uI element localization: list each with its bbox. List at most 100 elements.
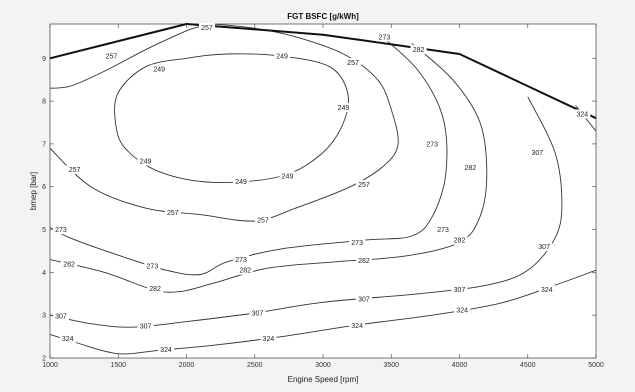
contour-label-bg [137, 156, 154, 166]
contour-label-bg [536, 242, 553, 252]
contour-label: 273 [55, 227, 67, 234]
contour-label-bg [355, 294, 372, 304]
contour-label-bg [349, 320, 366, 330]
contour-label-bg [249, 308, 266, 318]
contour-label-bg [147, 284, 164, 294]
x-tick-label: 3500 [383, 362, 399, 369]
contour-label: 249 [282, 174, 294, 181]
contour-label-bg [254, 215, 271, 225]
plot-area [49, 23, 597, 359]
contour-label-bg [233, 255, 250, 265]
contour-label-bg [151, 64, 168, 74]
contour-label: 249 [276, 54, 288, 61]
contour-label-bg [279, 171, 296, 181]
contour-label: 324 [351, 323, 363, 330]
x-tick-label: 3000 [315, 362, 331, 369]
contour-label: 257 [106, 54, 118, 61]
full-load-boundary [49, 23, 597, 120]
contour-label-bg [435, 225, 452, 235]
contour-label: 282 [239, 268, 251, 275]
contour-label: 282 [63, 261, 75, 268]
y-axis-label: bmep [bar] [29, 172, 38, 210]
contour-label-bg [462, 162, 479, 172]
contour-label: 282 [358, 258, 370, 265]
contour-label-bg [410, 45, 427, 55]
contour-label: 307 [252, 311, 264, 318]
contour-label-bg [349, 237, 366, 247]
x-tick-label: 2500 [247, 362, 263, 369]
contour-label-bg [424, 139, 441, 149]
chart-title: FGT BSFC [g/kWh] [287, 12, 359, 21]
contour-label: 307 [454, 287, 466, 294]
x-tick-label: 4500 [520, 362, 536, 369]
contour-label: 324 [263, 336, 275, 343]
contour-label-bg [198, 22, 215, 32]
contour-label-bg [260, 334, 277, 344]
contour-label-bg [451, 235, 468, 245]
contour-label: 273 [235, 257, 247, 264]
contour-label: 282 [149, 286, 161, 293]
contour-label-bg [454, 305, 471, 315]
contour-label-bg [451, 284, 468, 294]
contour-label-bg [376, 32, 393, 42]
contour-label: 324 [160, 347, 172, 354]
contour-label-bg [345, 58, 362, 68]
contour-label-bg [233, 177, 250, 187]
contour-label-bg [574, 109, 591, 119]
y-tick-label: 6 [42, 184, 46, 191]
contour-label-bg [335, 103, 352, 112]
contour-label-bg [355, 255, 372, 265]
contour-line-273 [50, 32, 448, 276]
contour-label-bg [61, 259, 78, 269]
contour-line-257 [50, 24, 214, 89]
contour-label-bg [237, 265, 254, 275]
contour-label: 249 [338, 105, 350, 112]
y-tick-label: 8 [42, 99, 46, 106]
y-tick-label: 2 [42, 356, 46, 363]
x-tick-label: 2000 [179, 362, 195, 369]
contour-label-bg [529, 147, 546, 157]
contour-label: 273 [379, 34, 391, 41]
contour-label: 307 [538, 244, 550, 251]
contour-label: 257 [347, 60, 359, 67]
contour-label: 257 [167, 210, 179, 217]
contour-line-257 [50, 24, 399, 222]
x-tick-label: 5000 [588, 362, 604, 369]
contour-label-bg [355, 180, 372, 190]
contour-label: 307 [531, 150, 543, 157]
axis-ticks: 1000 1500 2000 2500 3000 3500 4000 4500 5000 2 3 4 5… [42, 24, 604, 369]
contour-label-bg [52, 311, 69, 321]
y-tick-label: 7 [42, 141, 46, 148]
contour-label-bg [137, 321, 154, 331]
contour-line-324 [50, 269, 596, 355]
y-tick-label: 9 [42, 56, 46, 63]
x-tick-label: 1000 [42, 362, 58, 369]
contour-label: 257 [69, 167, 81, 174]
contour-label: 307 [358, 296, 370, 303]
contour-label: 282 [465, 165, 477, 172]
y-tick-label: 3 [42, 313, 46, 320]
contour-label-bg [59, 334, 76, 344]
contour-label-bg [538, 284, 555, 294]
contour-label: 249 [153, 66, 165, 73]
contour-label-bg [144, 261, 161, 271]
contour-label: 282 [413, 47, 425, 54]
x-axis-label: Engine Speed [rpm] [288, 375, 359, 384]
contour-label-bg [52, 225, 69, 235]
contour-label: 324 [541, 287, 553, 294]
y-tick-label: 5 [42, 227, 46, 234]
y-tick-label: 4 [42, 270, 46, 277]
contour-label: 273 [426, 141, 438, 148]
contour-label: 282 [454, 238, 466, 245]
contour-label: 324 [456, 308, 468, 315]
contour-label-bg [66, 165, 83, 175]
x-tick-label: 1500 [110, 362, 126, 369]
contour-label: 324 [62, 336, 74, 343]
boundary-line [49, 23, 597, 120]
contour-label-bg [158, 344, 175, 354]
contour-label: 324 [577, 111, 589, 118]
contour-label: 307 [140, 323, 152, 330]
contour-label: 307 [55, 314, 67, 321]
contour-label-bg [164, 207, 181, 217]
